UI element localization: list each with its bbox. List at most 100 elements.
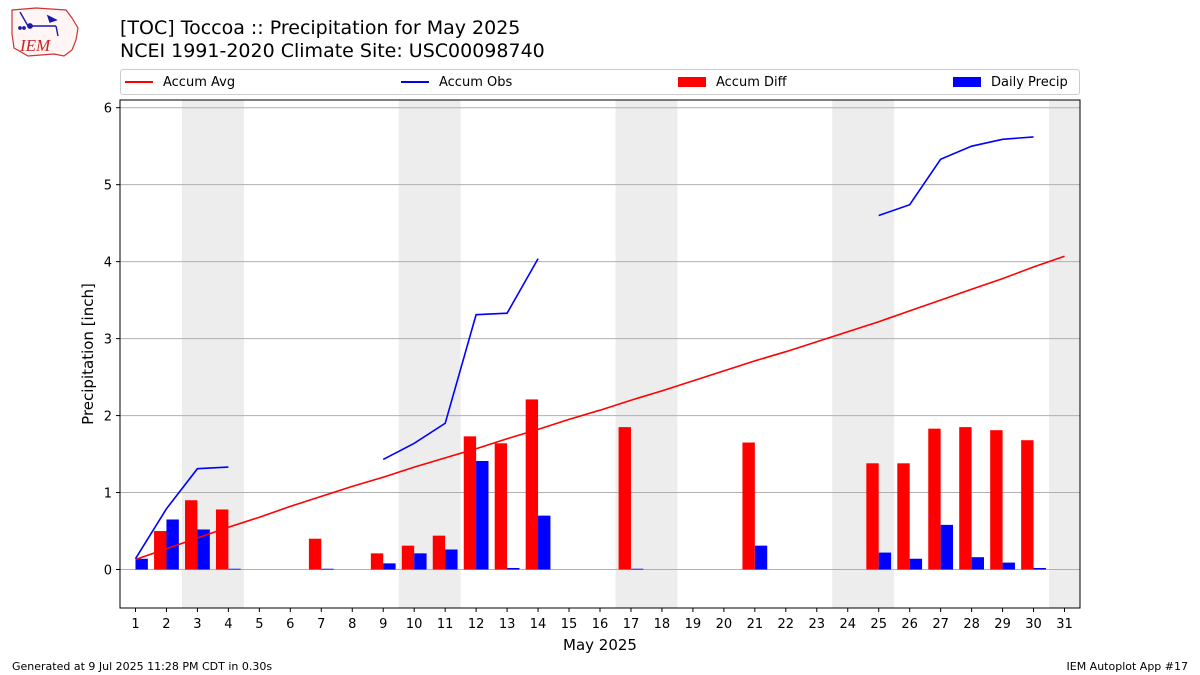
x-tick-label: 21 (747, 617, 764, 632)
x-tick-label: 14 (530, 617, 547, 632)
legend-label-accum-avg: Accum Avg (163, 74, 236, 90)
bar-accum-diff-day-9 (370, 553, 384, 570)
line-accum-obs (134, 466, 229, 560)
y-tick-label: 4 (104, 256, 112, 271)
bar-daily-precip-day-27 (940, 524, 954, 570)
bar-accum-diff-day-14 (525, 399, 539, 570)
weekend-band (1049, 100, 1080, 608)
x-tick-label: 4 (224, 617, 232, 632)
bar-daily-precip-day-3 (197, 529, 210, 570)
y-tick-label: 1 (104, 487, 112, 502)
bar-accum-diff-day-21 (742, 442, 755, 570)
x-tick-label: 27 (932, 617, 949, 632)
y-tick-label: 3 (104, 333, 112, 348)
iem-logo: IEM (11, 7, 79, 57)
bar-accum-diff-day-29 (990, 430, 1003, 570)
bar-accum-diff-day-13 (494, 443, 508, 570)
x-tick-label: 6 (286, 617, 294, 632)
x-tick-label: 2 (162, 617, 170, 632)
bar-accum-diff-day-28 (959, 427, 972, 570)
y-tick-label: 2 (104, 410, 112, 425)
x-tick-label: 22 (778, 617, 795, 632)
legend-label-accum-obs: Accum Obs (439, 74, 513, 90)
x-tick-label: 11 (437, 617, 454, 632)
bar-daily-precip-day-21 (754, 545, 768, 570)
legend-swatch-accum-obs (401, 81, 429, 83)
x-tick-label: 9 (379, 617, 387, 632)
x-tick-label: 3 (193, 617, 201, 632)
bar-daily-precip-day-11 (445, 549, 458, 570)
bar-daily-precip-day-29 (1002, 562, 1015, 570)
x-tick-label: 7 (317, 617, 325, 632)
bar-accum-diff-day-27 (928, 428, 941, 570)
x-axis-label: May 2025 (563, 636, 637, 654)
weekend-band (398, 100, 461, 608)
line-accum-avg (135, 255, 1065, 561)
bar-daily-precip-day-2 (166, 519, 179, 570)
x-tick-label: 23 (809, 617, 826, 632)
weekend-band (832, 100, 895, 608)
bar-daily-precip-day-28 (971, 557, 984, 570)
x-tick-label: 12 (468, 617, 485, 632)
legend-label-daily-precip: Daily Precip (991, 74, 1068, 90)
bar-accum-diff-day-26 (897, 463, 910, 570)
bar-accum-diff-day-11 (432, 535, 446, 570)
x-tick-label: 1 (131, 617, 139, 632)
x-tick-label: 31 (1056, 617, 1073, 632)
y-axis-label: Precipitation [inch] (79, 283, 97, 425)
line-accum-obs (382, 258, 539, 461)
bar-daily-precip-day-25 (878, 552, 892, 570)
x-tick-label: 30 (1025, 617, 1042, 632)
bar-accum-diff-day-17 (618, 427, 631, 570)
legend-swatch-daily-precip (953, 77, 981, 87)
x-tick-label: 17 (623, 617, 640, 632)
bar-daily-precip-day-12 (476, 460, 489, 570)
bar-accum-diff-day-30 (1021, 440, 1034, 570)
x-tick-label: 10 (406, 617, 423, 632)
x-tick-label: 26 (901, 617, 918, 632)
chart-title: [TOC] Toccoa :: Precipitation for May 20… (120, 17, 521, 39)
legend-item-accum-diff: Accum Diff (678, 70, 787, 94)
bar-daily-precip-day-13 (507, 567, 520, 570)
legend-item-accum-avg: Accum Avg (125, 70, 235, 94)
legend-label-accum-diff: Accum Diff (716, 74, 787, 90)
legend-swatch-accum-diff (678, 77, 706, 87)
y-tick-label: 6 (104, 102, 112, 117)
bar-accum-diff-day-10 (401, 545, 415, 570)
x-tick-label: 8 (348, 617, 356, 632)
footer-app: IEM Autoplot App #17 (1066, 660, 1189, 673)
bar-accum-diff-day-7 (308, 538, 322, 570)
logo-text: IEM (19, 36, 51, 55)
bar-daily-precip-day-14 (538, 515, 551, 570)
x-tick-label: 24 (839, 617, 856, 632)
bar-accum-diff-day-25 (866, 463, 879, 570)
x-tick-label: 15 (561, 617, 578, 632)
bar-accum-diff-day-4 (216, 509, 229, 570)
bar-daily-precip-day-30 (1033, 567, 1046, 570)
y-tick-label: 5 (104, 179, 112, 194)
bar-daily-precip-day-7 (321, 568, 334, 570)
x-tick-label: 13 (499, 617, 516, 632)
x-tick-label: 5 (255, 617, 263, 632)
bar-accum-diff-day-12 (463, 436, 477, 570)
bar-daily-precip-day-17 (630, 568, 644, 570)
chart-subtitle: NCEI 1991-2020 Climate Site: USC00098740 (120, 40, 545, 62)
legend-item-accum-obs: Accum Obs (401, 70, 512, 94)
legend-swatch-accum-avg (125, 81, 153, 83)
bar-daily-precip-day-4 (228, 568, 241, 570)
chart-legend: Accum Avg Accum Obs Accum Diff Daily Pre… (120, 69, 1080, 95)
x-tick-label: 18 (654, 617, 671, 632)
bar-daily-precip-day-26 (909, 558, 923, 570)
bar-daily-precip-day-9 (383, 563, 396, 570)
footer-generated: Generated at 9 Jul 2025 11:28 PM CDT in … (12, 660, 273, 673)
x-tick-label: 20 (716, 617, 733, 632)
bar-daily-precip-day-10 (414, 553, 427, 570)
x-tick-label: 28 (963, 617, 980, 632)
bar-daily-precip-day-1 (135, 558, 148, 570)
y-tick-label: 0 (104, 564, 112, 579)
x-tick-label: 25 (870, 617, 887, 632)
x-tick-label: 16 (592, 617, 609, 632)
line-accum-obs (878, 136, 1034, 217)
x-tick-label: 29 (994, 617, 1011, 632)
